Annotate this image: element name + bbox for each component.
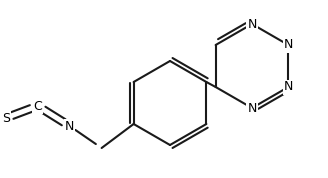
Text: N: N xyxy=(247,101,257,114)
Text: N: N xyxy=(284,38,293,51)
Text: S: S xyxy=(2,111,10,124)
Text: N: N xyxy=(284,80,293,93)
Text: N: N xyxy=(247,17,257,30)
Text: N: N xyxy=(65,119,74,132)
Text: C: C xyxy=(33,100,42,112)
